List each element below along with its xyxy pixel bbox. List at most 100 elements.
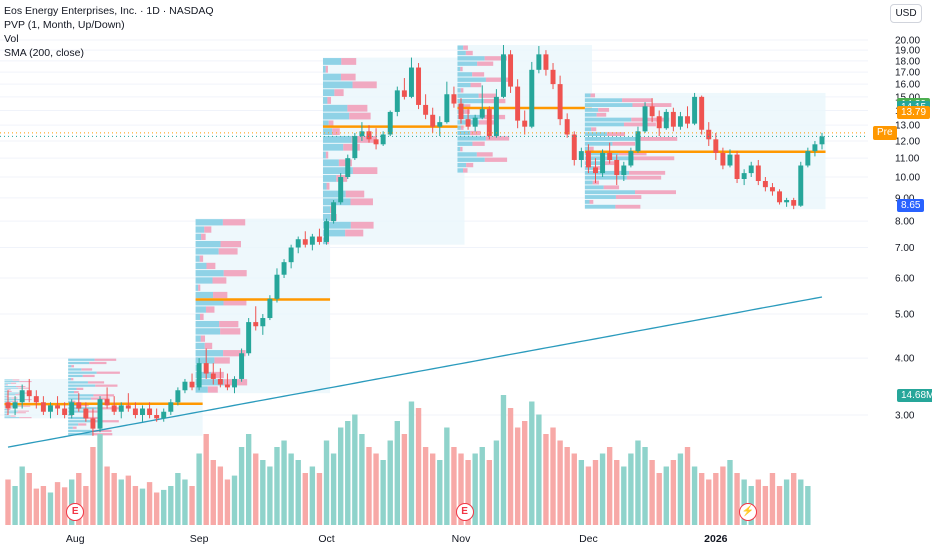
volume-bar — [274, 447, 280, 525]
volume-bar — [54, 482, 61, 525]
candle-body — [90, 418, 96, 429]
chart-legend: Eos Energy Enterprises, Inc. · 1D · NASD… — [4, 4, 214, 60]
candle-body — [373, 139, 379, 145]
volume-indicator-label[interactable]: Vol — [4, 33, 19, 45]
candle-body — [232, 378, 237, 388]
profile-row-down — [218, 248, 238, 255]
profile-row-down — [470, 130, 481, 136]
profile-row-up — [457, 125, 461, 130]
pvp-indicator-label[interactable]: PVP (1, Month, Up/Down) — [4, 19, 125, 31]
candle-body — [769, 187, 775, 192]
profile-row-down — [201, 233, 206, 240]
candle-body — [12, 402, 18, 409]
profile-row-down — [72, 400, 76, 403]
profile-row-down — [10, 382, 17, 384]
profile-row-up — [4, 405, 19, 407]
price-badge: 14.68M — [897, 389, 932, 402]
volume-bar — [529, 401, 535, 525]
profile-row-down — [349, 112, 371, 120]
volume-bar — [472, 453, 478, 525]
profile-row-down — [589, 199, 594, 204]
candle-body — [104, 399, 110, 406]
earnings-icon[interactable]: E — [66, 503, 85, 521]
profile-row-up — [584, 199, 590, 204]
profile-row-down — [7, 389, 11, 391]
volume-bar — [83, 486, 89, 525]
volume-bar — [776, 486, 783, 525]
profile-row-down — [10, 415, 16, 417]
currency-button[interactable]: USD — [890, 4, 922, 23]
volume-bar — [139, 488, 146, 525]
profile-row-up — [4, 395, 7, 397]
profile-row-up — [4, 413, 7, 415]
candle-body — [578, 151, 584, 160]
candle-body — [798, 165, 804, 206]
pre-market-label: Pre — [873, 125, 897, 140]
profile-row-down — [220, 240, 241, 248]
profile-row-down — [472, 72, 485, 77]
price-axis[interactable]: 20.0019.0018.0017.0016.0015.0014.0013.00… — [895, 36, 920, 422]
profile-row-up — [322, 206, 331, 214]
profile-row-up — [322, 190, 346, 198]
lightning-icon[interactable]: ⚡ — [738, 503, 757, 521]
volume-bar — [19, 466, 25, 525]
profile-row-up — [457, 56, 485, 61]
profile-row-down — [347, 104, 368, 112]
y-tick-label: 13.00 — [895, 121, 920, 132]
symbol-title[interactable]: Eos Energy Enterprises, Inc. · 1D · NASD… — [4, 5, 214, 17]
candle-body — [734, 154, 740, 179]
profile-row-down — [219, 320, 239, 328]
profile-row-up — [322, 182, 327, 190]
time-axis[interactable]: Aug Sep Oct Nov Dec 2026 — [66, 533, 728, 545]
candle-body — [295, 239, 301, 248]
profile-row-up — [584, 137, 636, 141]
profile-region — [322, 57, 465, 245]
profile-row-down — [206, 262, 216, 270]
sma-indicator-label[interactable]: SMA (200, close) — [4, 47, 84, 59]
profile-row-down — [464, 109, 470, 114]
profile-row-down — [17, 410, 29, 412]
volume-bar — [196, 453, 202, 525]
candle-body — [628, 151, 634, 166]
profile-row-down — [16, 386, 26, 388]
volume-bar — [253, 453, 259, 525]
profile-row-down — [352, 167, 378, 175]
profile-row-down — [460, 125, 464, 130]
candle-body — [76, 402, 82, 409]
profile-row-down — [615, 204, 641, 209]
profile-row-up — [457, 136, 486, 141]
candle-body — [69, 402, 75, 415]
volume-bar — [26, 473, 32, 525]
candle-body — [670, 111, 676, 127]
profile-row-up — [584, 180, 593, 185]
candle-body — [600, 152, 606, 174]
candle-body — [47, 405, 53, 412]
profile-row-up — [584, 107, 599, 112]
profile-row-up — [322, 151, 326, 159]
profile-row-up — [584, 98, 623, 103]
profile-row-up — [322, 112, 350, 120]
earnings-icon[interactable]: E — [455, 503, 474, 521]
candle-body — [380, 134, 386, 145]
profile-row-up — [457, 141, 473, 146]
sma-line — [7, 296, 823, 448]
profile-row-down — [12, 379, 20, 381]
candle-body — [111, 405, 117, 412]
volume-bar — [621, 466, 627, 525]
profile-row-up — [195, 379, 224, 386]
profile-row-down — [485, 77, 510, 82]
profile-row-up — [584, 122, 624, 127]
profile-row-up — [457, 50, 466, 56]
volume-bar — [238, 447, 245, 525]
candle-body — [210, 373, 216, 379]
profile-row-up — [68, 420, 97, 423]
profile-row-down — [204, 342, 213, 350]
profile-row-down — [343, 143, 360, 151]
volume-bar — [394, 421, 400, 525]
candle-body — [366, 131, 372, 140]
profile-row-down — [601, 161, 615, 166]
volume-bar — [12, 486, 18, 525]
y-tick-label: 10.00 — [895, 173, 920, 184]
profile-row-up — [68, 361, 90, 365]
